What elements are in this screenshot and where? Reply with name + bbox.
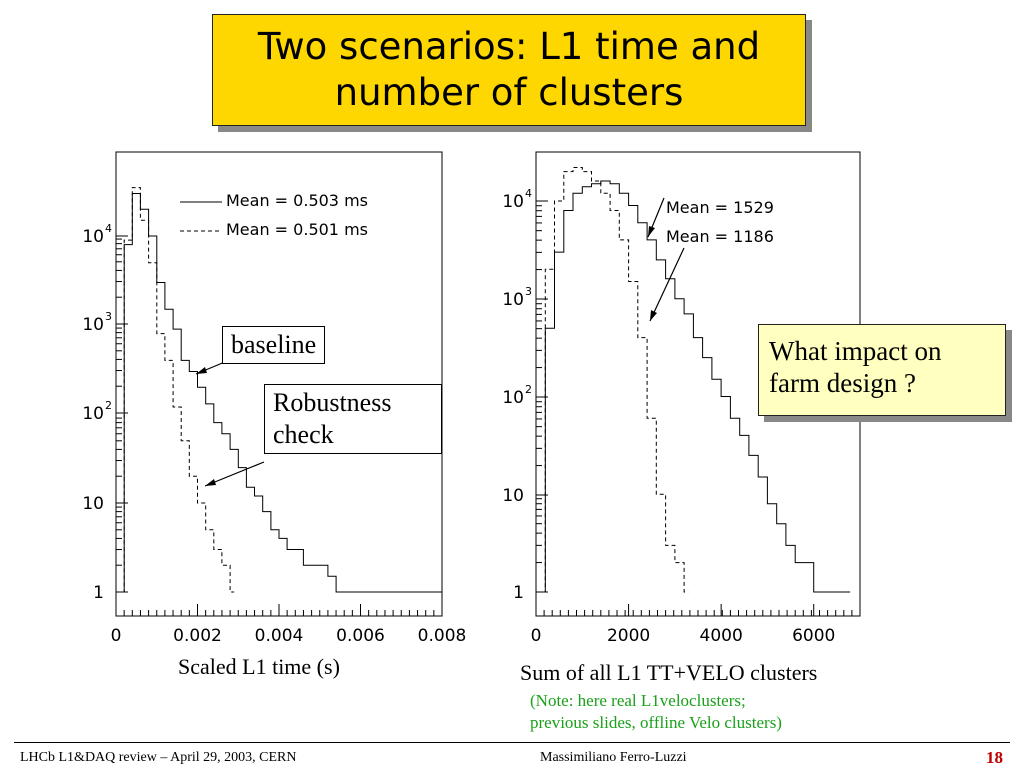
y-tick-label: 1 <box>93 583 104 603</box>
y-tick-label: 10 <box>502 192 524 212</box>
x-tick-label: 0.006 <box>336 626 385 646</box>
note-line-2: previous slides, offline Velo clusters) <box>530 713 782 732</box>
y-tick-label: 10 <box>82 315 104 335</box>
x-axis-label-left: Scaled L1 time (s) <box>178 654 340 679</box>
impact-question-box: What impact on farm design ? <box>758 324 1006 416</box>
series-solid <box>536 180 851 593</box>
y-tick-exponent: 3 <box>105 310 112 323</box>
y-tick-label: 10 <box>82 494 104 514</box>
title-box: Two scenarios: L1 time and number of clu… <box>212 14 806 126</box>
y-tick-label: 1 <box>513 583 524 603</box>
series-solid <box>116 193 442 593</box>
x-tick-label: 6000 <box>792 626 835 646</box>
y-tick-label: 10 <box>82 227 104 247</box>
y-tick-label: 10 <box>82 404 104 424</box>
x-tick-label: 0 <box>111 626 122 646</box>
y-tick-exponent: 2 <box>525 383 532 396</box>
legend-entry: Mean = 0.503 ms <box>226 191 368 210</box>
y-tick-exponent: 4 <box>525 187 532 200</box>
series-dashed <box>116 187 235 593</box>
note-line-1: (Note: here real L1veloclusters; <box>530 691 746 710</box>
y-tick-label: 10 <box>502 388 524 408</box>
x-tick-label: 0.002 <box>173 626 222 646</box>
x-tick-label: 0 <box>531 626 542 646</box>
x-tick-label: 4000 <box>700 626 743 646</box>
impact-question-text: What impact on farm design ? <box>769 336 942 398</box>
footer-divider <box>14 742 1010 743</box>
slide-title: Two scenarios: L1 time and number of clu… <box>257 25 761 114</box>
x-tick-label: 2000 <box>607 626 650 646</box>
footer-center: Massimiliano Ferro-Luzzi <box>540 750 687 765</box>
baseline-arrowhead <box>196 367 207 374</box>
y-tick-label: 10 <box>502 290 524 310</box>
baseline-callout: baseline <box>222 326 326 364</box>
y-tick-exponent: 2 <box>105 399 112 412</box>
mean1529-arrowhead <box>648 226 655 237</box>
y-tick-exponent: 4 <box>105 222 112 235</box>
x-axis-label-right: Sum of all L1 TT+VELO clusters <box>520 660 818 685</box>
robustness-callout: Robustness check <box>264 384 442 454</box>
x-tick-label: 0.004 <box>255 626 304 646</box>
mean1186-arrowhead <box>650 310 657 321</box>
legend-entry: Mean = 1529 <box>666 198 774 217</box>
y-tick-exponent: 3 <box>525 285 532 298</box>
clusters-note: (Note: here real L1veloclusters; previou… <box>530 690 782 734</box>
legend-entry: Mean = 1186 <box>666 227 774 246</box>
x-tick-label: 0.008 <box>418 626 467 646</box>
footer-left: LHCb L1&DAQ review – April 29, 2003, CER… <box>20 750 297 765</box>
series-dashed <box>536 167 689 593</box>
page-number: 18 <box>986 748 1003 767</box>
robustness-arrowhead <box>205 479 216 486</box>
legend-entry: Mean = 0.501 ms <box>226 220 368 239</box>
mean1186-arrow <box>649 247 685 322</box>
y-tick-label: 10 <box>502 486 524 506</box>
